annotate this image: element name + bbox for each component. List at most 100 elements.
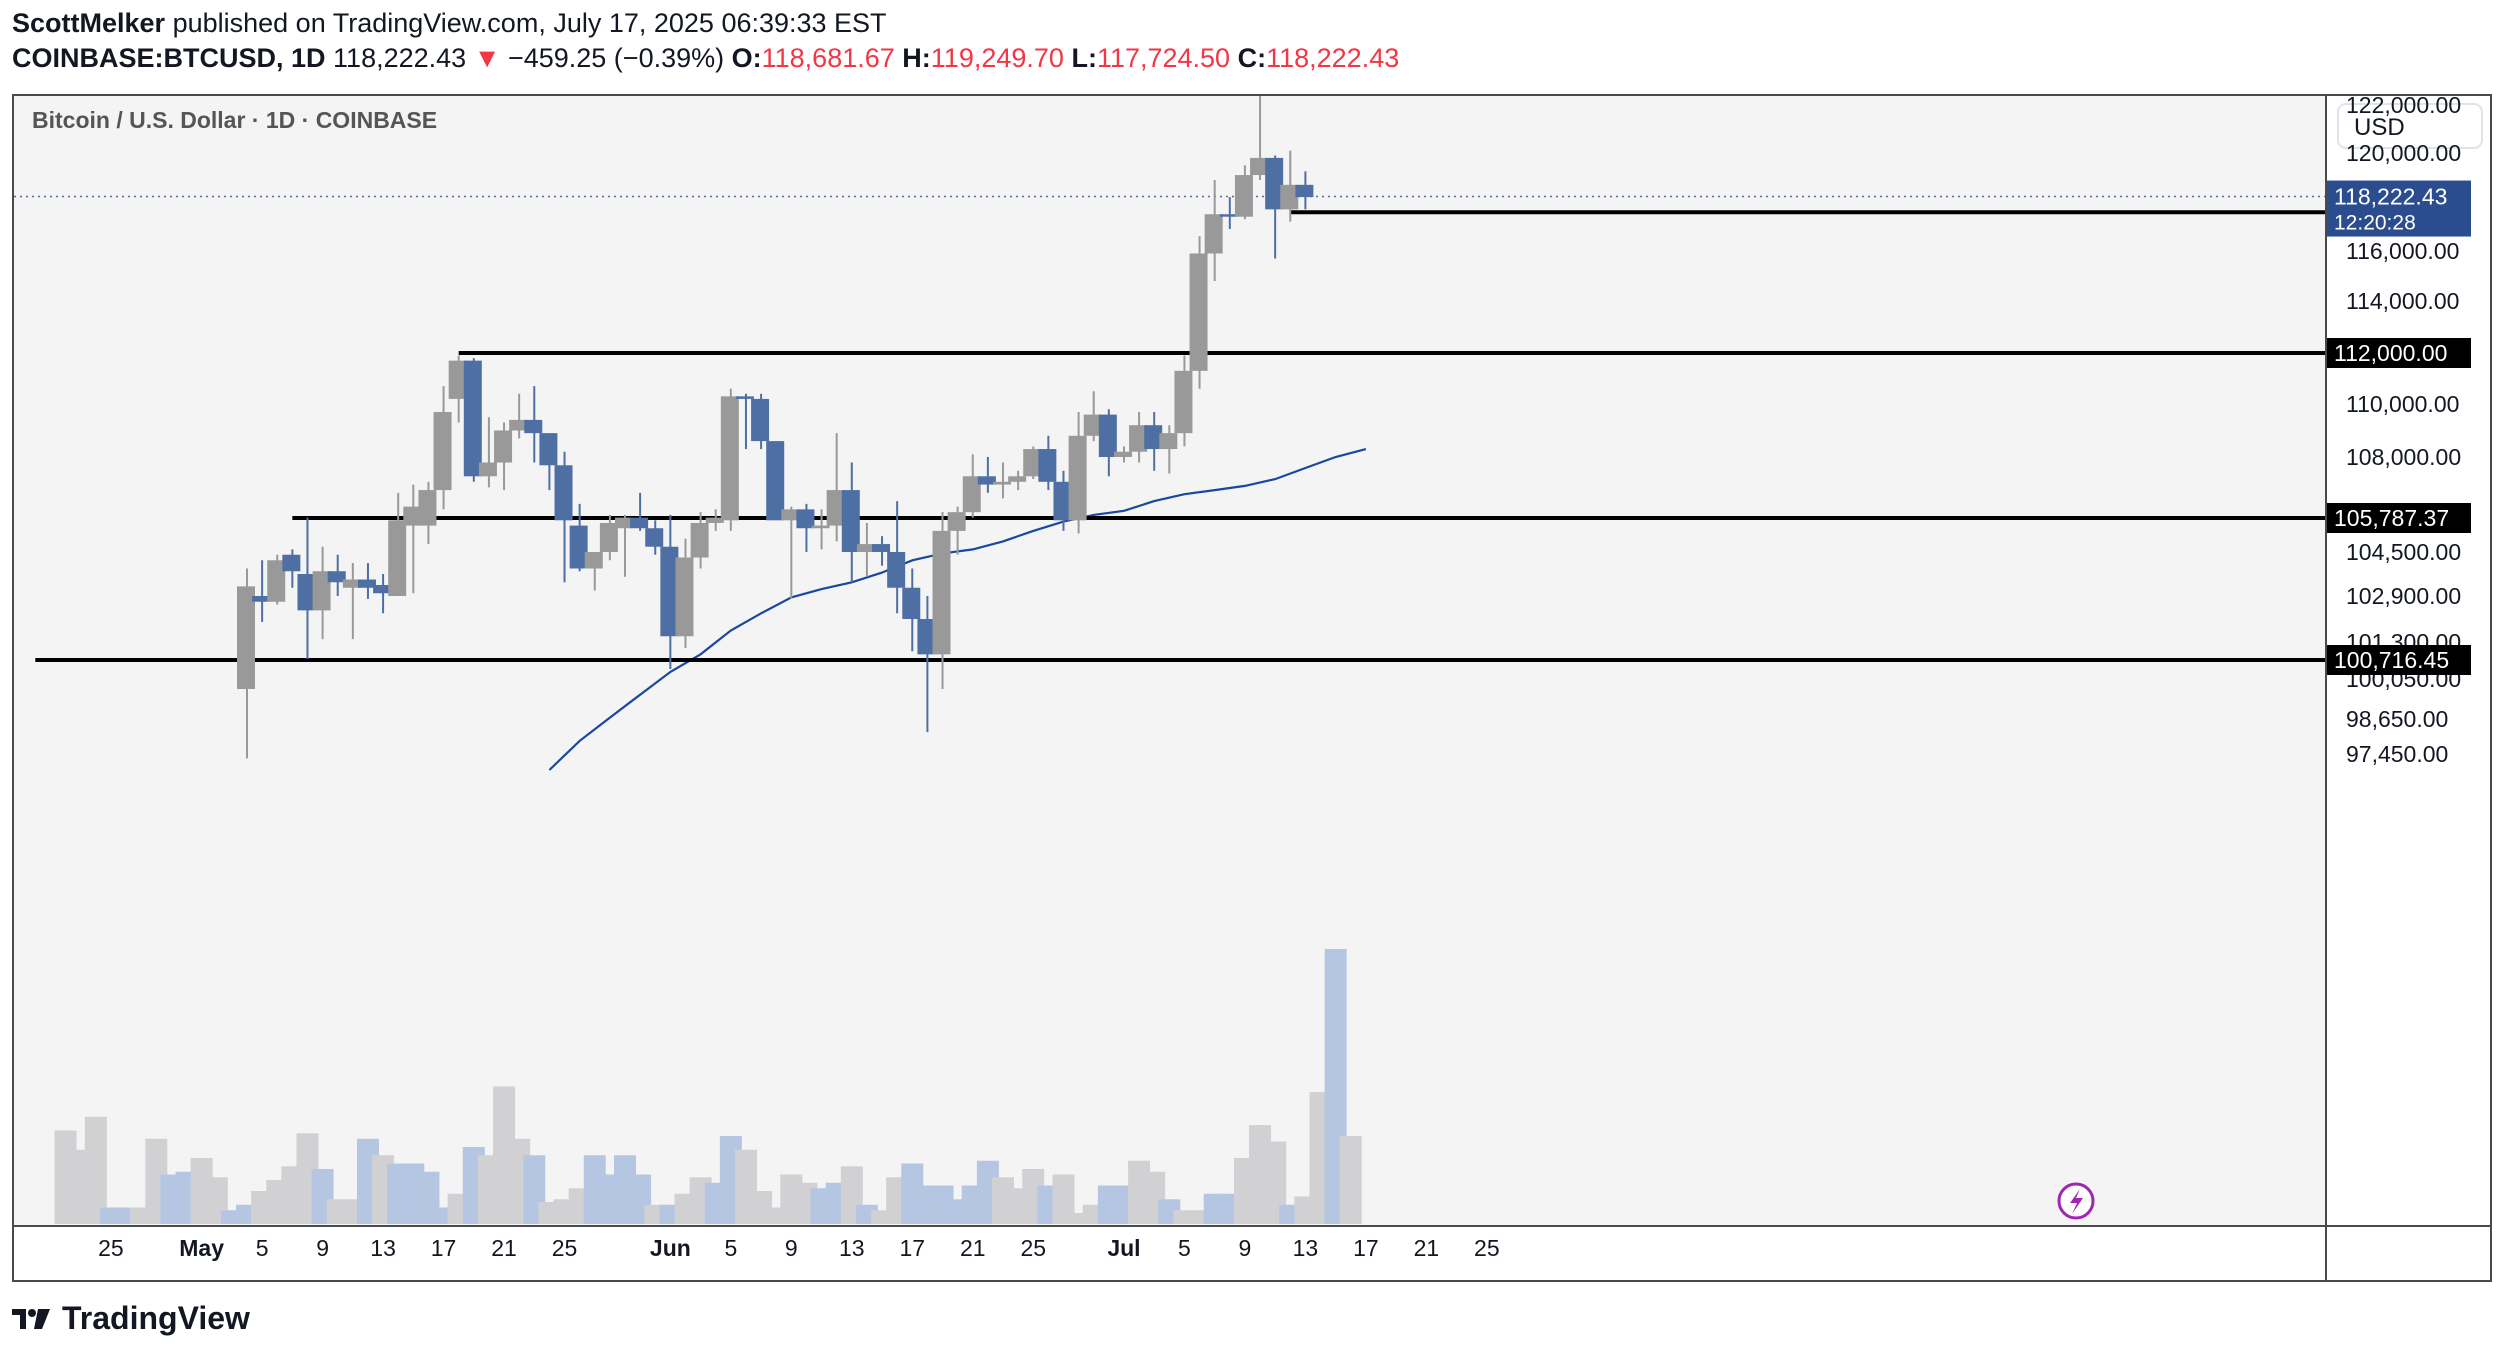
lightning-icon[interactable] [2057, 1182, 2095, 1220]
time-tick-label: 21 [491, 1235, 517, 1261]
candle-body [1174, 370, 1193, 434]
tradingview-logo-icon [12, 1308, 50, 1329]
candle-body [675, 557, 694, 637]
candle-body [1250, 157, 1269, 176]
open-value: 118,681.67 [761, 43, 895, 73]
author-name[interactable]: ScottMelker [12, 8, 166, 38]
candle-body [1008, 476, 1027, 482]
candle-body [403, 506, 422, 526]
price-tick-label: 98,650.00 [2346, 706, 2448, 732]
candle-body [872, 544, 891, 552]
candle-body [1113, 451, 1132, 457]
time-tick-label: 17 [431, 1235, 457, 1261]
candle-body [252, 596, 271, 602]
time-tick-label: 13 [839, 1235, 865, 1261]
candle-body [524, 419, 543, 434]
time-tick-label: 5 [256, 1235, 269, 1261]
level-price-tag [2327, 503, 2471, 533]
candle-body [1038, 449, 1057, 482]
candle-body [433, 411, 452, 491]
price-tick-label: 110,000.00 [2346, 391, 2459, 417]
candle-body [947, 512, 966, 531]
level-price-label: 100,716.45 [2334, 647, 2449, 673]
tradingview-footer[interactable]: TradingView [12, 1300, 250, 1337]
volume-layer [54, 949, 1362, 1224]
candle-body [811, 525, 830, 529]
level-price-label: 112,000.00 [2334, 340, 2447, 366]
time-tick-label: 25 [1474, 1235, 1500, 1261]
candle-body [1295, 184, 1314, 198]
price-tick-label: 116,000.00 [2346, 238, 2459, 264]
time-tick-label: 17 [1353, 1235, 1379, 1261]
candle-body [494, 430, 513, 463]
time-tick-label: 9 [316, 1235, 329, 1261]
candle-body [1098, 414, 1117, 457]
brand-name: TradingView [62, 1300, 250, 1336]
time-axis-ticks: 25 May 5 9 13 17 21 25 Jun 5 9 13 17 21 25 Jul 5 9 13 17 21 2… [98, 1235, 1500, 1261]
candles-layer [237, 96, 1314, 759]
time-tick-label: 21 [1414, 1235, 1440, 1261]
candle-body [887, 552, 906, 588]
candle-body [1189, 253, 1208, 371]
time-tick-label: 13 [370, 1235, 396, 1261]
time-tick-label: 17 [899, 1235, 925, 1261]
time-tick-label: 9 [1239, 1235, 1252, 1261]
ohlc-line: COINBASE:BTCUSD, 1D 118,222.43 ▼ −459.25… [12, 43, 1399, 74]
time-tick-label: May [179, 1235, 224, 1261]
candle-body [1265, 157, 1284, 210]
time-tick-label: 9 [785, 1235, 798, 1261]
candle-body [917, 619, 936, 655]
time-tick-label: 21 [960, 1235, 986, 1261]
high-label: H: [902, 43, 931, 73]
price-tick-label: 120,000.00 [2346, 140, 2461, 166]
currency-label: USD [2354, 114, 2405, 141]
chart-container[interactable]: USD Bitcoin / U.S. Dollar · 1D · COINBAS… [12, 94, 2492, 1282]
candle-body [1234, 175, 1253, 217]
price-chart[interactable]: USD Bitcoin / U.S. Dollar · 1D · COINBAS… [14, 96, 2490, 1280]
price-tick-label: 122,000.00 [2346, 96, 2461, 118]
down-arrow-icon: ▼ [473, 43, 501, 73]
candle-body [448, 360, 467, 399]
price-tick-label: 104,500.00 [2346, 539, 2461, 565]
candle-body [781, 509, 800, 521]
time-tick-label: 25 [98, 1235, 124, 1261]
candle-body [1144, 425, 1163, 450]
candle-body [1053, 481, 1072, 521]
bar-countdown-label: 12:20:28 [2334, 212, 2416, 235]
candle-body [418, 490, 437, 526]
candle-body [1083, 414, 1102, 436]
candle-body [327, 571, 346, 583]
price-tick-label: 108,000.00 [2346, 444, 2461, 470]
candle-body [569, 525, 588, 569]
candle-body [554, 465, 573, 521]
volume-bar [1067, 1213, 1090, 1224]
open-label: O: [731, 43, 762, 73]
volume-bar [84, 1116, 107, 1224]
candle-body [841, 490, 860, 552]
time-tick-label: 13 [1293, 1235, 1319, 1261]
candle-body [237, 586, 255, 689]
candle-body [796, 509, 815, 529]
currency-button[interactable] [2337, 103, 2483, 149]
price-axis-labels: 117,582.16112,000.00105,787.37100,716.45… [2327, 180, 2471, 675]
candle-body [1129, 425, 1148, 452]
candle-body [282, 554, 301, 572]
time-tick-label: Jul [1107, 1235, 1140, 1261]
published-text: published on TradingView.com, July 17, 2… [172, 8, 887, 38]
candle-body [388, 520, 407, 596]
time-tick-label: 5 [1178, 1235, 1191, 1261]
publish-info: ScottMelker published on TradingView.com… [12, 8, 887, 39]
candle-body [751, 398, 770, 442]
time-tick-label: 25 [1020, 1235, 1046, 1261]
volume-bar [1339, 1136, 1362, 1224]
candle-body [584, 552, 603, 569]
candle-body [1023, 449, 1042, 477]
current-price-label: 118,222.43 [2334, 184, 2447, 210]
time-tick-label: 25 [552, 1235, 578, 1261]
candle-body [1219, 214, 1238, 217]
current-price-tag [2327, 180, 2471, 237]
candle-body [977, 476, 996, 485]
time-tick-label: Jun [650, 1235, 691, 1261]
candle-body [645, 528, 664, 547]
lightning-bolt [2070, 1189, 2083, 1214]
